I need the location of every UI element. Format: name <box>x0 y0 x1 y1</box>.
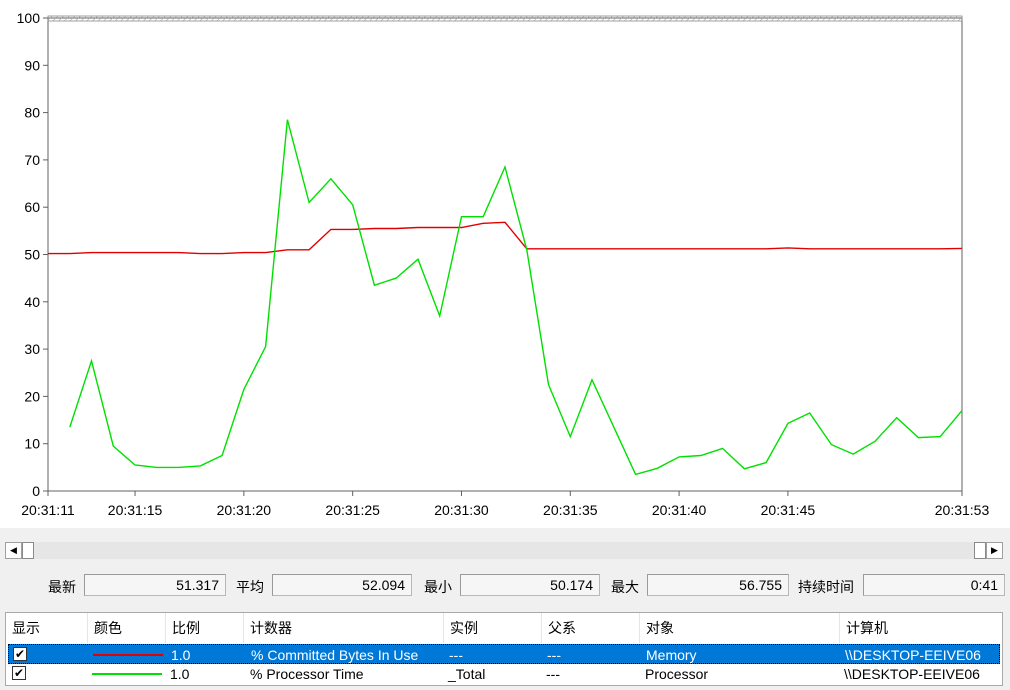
computer-cell: \\DESKTOP-EEIVE06 <box>844 666 980 682</box>
parent-cell: --- <box>546 666 560 682</box>
scale-cell: 1.0 <box>171 647 191 663</box>
upper-limit-hatch <box>47 15 963 22</box>
table-row[interactable]: ✔ 1.0 % Committed Bytes In Use --- --- M… <box>8 644 1000 664</box>
x-tick-label: 20:31:35 <box>543 502 598 518</box>
duration-label: 持续时间 <box>798 579 854 595</box>
time-scrollbar[interactable]: ◀ ▶ <box>5 542 1003 559</box>
counter-cell: % Committed Bytes In Use <box>251 647 419 663</box>
series-line-committed-bytes <box>48 221 963 255</box>
x-tick-label: 20:31:15 <box>108 502 163 518</box>
y-tick-label: 20 <box>24 388 40 404</box>
y-tick-label: 70 <box>24 152 40 168</box>
counter-cell: % Processor Time <box>250 666 364 682</box>
y-tick-label: 90 <box>24 57 40 73</box>
y-tick-label: 30 <box>24 341 40 357</box>
object-cell: Memory <box>646 647 697 663</box>
y-tick-label: 10 <box>24 436 40 452</box>
color-swatch <box>93 654 163 656</box>
plot-area-frame <box>47 17 963 492</box>
x-tick-label: 20:31:11 <box>21 502 75 518</box>
series-lines <box>48 119 963 476</box>
parent-cell: --- <box>547 647 561 663</box>
y-tick-label: 100 <box>17 10 41 26</box>
header-show[interactable]: 显示 <box>6 613 88 643</box>
y-tick-label: 60 <box>24 199 40 215</box>
y-tick-label: 0 <box>32 483 40 499</box>
x-axis: 20:31:11 20:31:15 20:31:20 20:31:25 20:31:30… <box>21 491 989 518</box>
minimum-label: 最小 <box>424 579 452 595</box>
y-axis: 0 10 20 30 40 50 60 70 80 90 100 <box>17 10 48 499</box>
x-tick-label: 20:31:45 <box>761 502 816 518</box>
series-line-processor-time <box>69 119 963 476</box>
instance-cell: _Total <box>448 666 486 682</box>
scroll-range-start-handle[interactable] <box>22 542 34 559</box>
x-tick-label: 20:31:25 <box>325 502 380 518</box>
x-tick-label: 20:31:53 <box>935 502 990 518</box>
maximum-value: 56.755 <box>647 574 789 596</box>
scroll-left-button[interactable]: ◀ <box>5 542 22 559</box>
y-tick-label: 80 <box>24 105 40 121</box>
duration-value: 0:41 <box>863 574 1005 596</box>
scroll-right-button[interactable]: ▶ <box>986 542 1003 559</box>
header-computer[interactable]: 计算机 <box>846 620 888 636</box>
maximum-label: 最大 <box>611 579 639 595</box>
last-value: 51.317 <box>84 574 226 596</box>
show-checkbox[interactable]: ✔ <box>12 666 26 680</box>
counter-list[interactable]: 显示 颜色 比例 计数器 实例 父系 对象 计算机 ✔ 1.0 % Commit… <box>5 612 1003 686</box>
header-instance[interactable]: 实例 <box>444 613 542 643</box>
y-tick-label: 40 <box>24 294 40 310</box>
object-cell: Processor <box>645 666 709 682</box>
statistics-bar: 最新 51.317 平均 52.094 最小 50.174 最大 56.755 … <box>0 574 1010 598</box>
scroll-range-end-handle[interactable] <box>974 542 986 559</box>
computer-cell: \\DESKTOP-EEIVE06 <box>845 647 981 663</box>
header-color[interactable]: 颜色 <box>88 613 166 643</box>
instance-cell: --- <box>449 647 463 663</box>
header-object[interactable]: 对象 <box>640 613 840 643</box>
x-tick-label: 20:31:30 <box>434 502 489 518</box>
header-scale[interactable]: 比例 <box>166 613 244 643</box>
header-parent[interactable]: 父系 <box>542 613 640 643</box>
color-swatch <box>92 673 162 675</box>
minimum-value: 50.174 <box>460 574 600 596</box>
table-row[interactable]: ✔ 1.0 % Processor Time _Total --- Proces… <box>8 664 1000 684</box>
last-label: 最新 <box>48 579 76 595</box>
y-tick-label: 50 <box>24 247 40 263</box>
performance-graph: 0 10 20 30 40 50 60 70 80 90 100 20:31:11 20:31:15 2… <box>0 0 1010 528</box>
x-tick-label: 20:31:40 <box>652 502 707 518</box>
header-counter[interactable]: 计数器 <box>244 613 444 643</box>
scroll-track[interactable] <box>22 542 986 559</box>
scale-cell: 1.0 <box>170 666 190 682</box>
average-label: 平均 <box>236 579 264 595</box>
show-checkbox[interactable]: ✔ <box>13 647 27 661</box>
x-tick-label: 20:31:20 <box>217 502 272 518</box>
table-header: 显示 颜色 比例 计数器 实例 父系 对象 计算机 <box>6 613 1002 643</box>
average-value: 52.094 <box>272 574 412 596</box>
